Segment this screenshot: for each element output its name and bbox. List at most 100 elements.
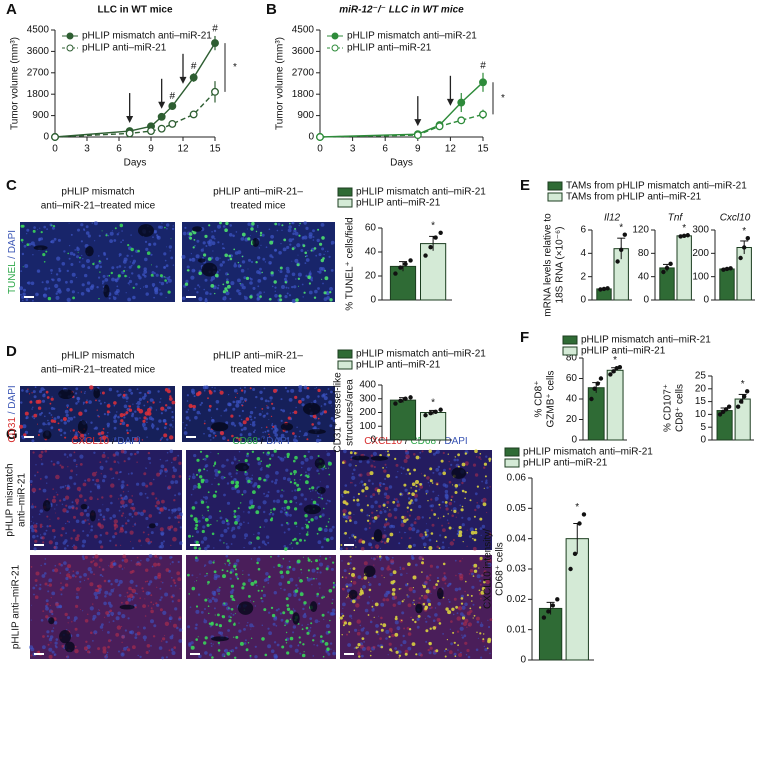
stain-spot xyxy=(172,426,174,428)
stain-spot xyxy=(461,616,466,620)
stain-spot xyxy=(122,260,127,264)
stain-spot xyxy=(287,580,291,585)
stain-spot xyxy=(214,614,216,616)
stain-spot xyxy=(65,280,68,284)
image-title: pHLIP mismatch xyxy=(61,187,134,198)
stain-spot xyxy=(312,500,317,505)
stain-spot xyxy=(349,451,353,455)
stain-spot xyxy=(147,451,151,455)
stain-spot xyxy=(479,583,482,586)
stain-spot xyxy=(117,461,119,463)
stain-spot xyxy=(353,647,356,650)
stain-spot xyxy=(203,468,206,471)
stain-spot xyxy=(22,299,24,302)
stain-spot xyxy=(343,621,347,625)
stain-spot xyxy=(293,495,298,500)
stain-spot xyxy=(242,574,244,575)
stain-spot xyxy=(68,521,71,523)
stain-spot xyxy=(303,651,305,653)
stain-spot xyxy=(264,518,268,523)
legend-label: pHLIP mismatch anti–miR-21 xyxy=(356,349,486,360)
stain-spot xyxy=(424,531,427,534)
stain-spot xyxy=(66,520,69,523)
stain-spot xyxy=(203,619,208,624)
stain-spot xyxy=(383,483,386,486)
stain-spot xyxy=(108,565,110,567)
stain-spot xyxy=(172,466,175,469)
stain-spot xyxy=(284,624,286,627)
stain-spot xyxy=(396,503,401,507)
stain-spot xyxy=(387,512,393,518)
stain-spot xyxy=(424,580,428,584)
stain-spot xyxy=(258,291,262,295)
stain-spot xyxy=(395,463,399,467)
stain-spot xyxy=(467,517,471,521)
stain-spot xyxy=(24,264,29,268)
stain-spot xyxy=(35,399,40,404)
stain-spot xyxy=(328,467,329,469)
stain-spot xyxy=(107,457,109,459)
stain-spot xyxy=(283,531,286,534)
stain-spot xyxy=(315,577,318,580)
stain-spot xyxy=(107,579,111,583)
stain-spot xyxy=(52,463,56,466)
data-point xyxy=(393,401,398,406)
stain-spot xyxy=(145,557,150,562)
stain-spot xyxy=(32,586,36,590)
stain-spot xyxy=(321,247,325,251)
stain-spot xyxy=(127,473,130,475)
stain-spot xyxy=(128,405,130,407)
y-tick-label: 1800 xyxy=(292,89,315,100)
stain-spot xyxy=(125,522,128,525)
micrograph xyxy=(29,554,183,660)
stain-spot xyxy=(75,604,79,609)
stain-spot xyxy=(185,416,190,420)
stain-spot xyxy=(263,526,265,528)
stain-spot xyxy=(243,521,245,523)
stain-spot xyxy=(361,577,364,581)
stain-spot xyxy=(289,577,294,582)
stain-spot xyxy=(429,574,432,577)
stain-spot xyxy=(193,546,197,550)
stain-spot xyxy=(68,571,70,573)
stain-spot xyxy=(301,283,304,286)
stain-spot xyxy=(57,277,61,282)
stain-spot xyxy=(234,613,236,615)
stain-spot xyxy=(399,568,402,570)
stain-spot xyxy=(94,595,99,600)
stain-spot xyxy=(200,611,204,614)
stain-spot xyxy=(323,537,327,541)
stain-spot xyxy=(217,483,220,486)
stain-spot xyxy=(444,655,447,658)
stain-spot xyxy=(107,234,110,237)
stain-spot xyxy=(114,578,119,583)
stain-spot xyxy=(156,500,161,505)
stain-spot xyxy=(476,620,480,624)
stain-spot xyxy=(191,535,194,538)
stain-spot xyxy=(188,419,191,422)
marker xyxy=(157,124,166,133)
stain-spot xyxy=(165,404,168,407)
stain-spot xyxy=(446,639,448,641)
stain-spot xyxy=(170,585,173,587)
stain-spot xyxy=(292,631,295,634)
stain-spot xyxy=(480,622,483,624)
point-label: # xyxy=(170,91,176,102)
stain-spot xyxy=(85,231,90,235)
stain-spot xyxy=(316,571,319,574)
stain-spot xyxy=(361,540,366,544)
stain-spot xyxy=(249,235,251,236)
stain-spot xyxy=(434,496,439,501)
stain-spot xyxy=(442,562,446,566)
stain-spot xyxy=(325,467,327,470)
stain-spot xyxy=(483,487,485,489)
stain-spot xyxy=(173,499,176,502)
stain-label-part: / xyxy=(436,436,444,447)
stain-spot xyxy=(238,437,242,442)
y-axis-label: % TUNEL⁺ cells/field xyxy=(345,217,356,310)
stain-spot xyxy=(281,224,284,227)
stain-spot xyxy=(43,261,46,263)
stain-spot xyxy=(101,391,105,395)
stain-spot xyxy=(427,615,430,618)
stain-spot xyxy=(157,390,160,393)
